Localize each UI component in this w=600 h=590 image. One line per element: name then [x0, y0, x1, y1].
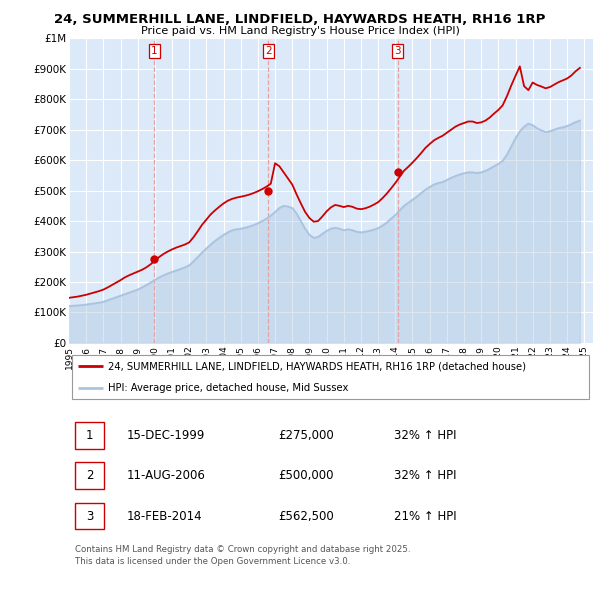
Text: Contains HM Land Registry data © Crown copyright and database right 2025.
This d: Contains HM Land Registry data © Crown c…	[75, 545, 411, 566]
Text: 2: 2	[86, 469, 94, 482]
Text: 24, SUMMERHILL LANE, LINDFIELD, HAYWARDS HEATH, RH16 1RP: 24, SUMMERHILL LANE, LINDFIELD, HAYWARDS…	[55, 13, 545, 26]
Text: £562,500: £562,500	[278, 510, 334, 523]
Text: 1: 1	[86, 429, 94, 442]
Text: Price paid vs. HM Land Registry's House Price Index (HPI): Price paid vs. HM Land Registry's House …	[140, 26, 460, 36]
Text: 11-AUG-2006: 11-AUG-2006	[127, 469, 205, 482]
Text: 2: 2	[265, 46, 272, 56]
Text: 18-FEB-2014: 18-FEB-2014	[127, 510, 202, 523]
Text: 1: 1	[151, 46, 157, 56]
Text: 3: 3	[86, 510, 94, 523]
FancyBboxPatch shape	[75, 422, 104, 449]
Text: £275,000: £275,000	[278, 429, 334, 442]
FancyBboxPatch shape	[75, 503, 104, 529]
Text: HPI: Average price, detached house, Mid Sussex: HPI: Average price, detached house, Mid …	[108, 383, 349, 393]
Text: 21% ↑ HPI: 21% ↑ HPI	[394, 510, 457, 523]
FancyBboxPatch shape	[71, 355, 589, 399]
FancyBboxPatch shape	[75, 463, 104, 489]
Text: 24, SUMMERHILL LANE, LINDFIELD, HAYWARDS HEATH, RH16 1RP (detached house): 24, SUMMERHILL LANE, LINDFIELD, HAYWARDS…	[108, 362, 526, 372]
Text: 3: 3	[394, 46, 401, 56]
Text: 32% ↑ HPI: 32% ↑ HPI	[394, 469, 456, 482]
Text: 32% ↑ HPI: 32% ↑ HPI	[394, 429, 456, 442]
Text: 15-DEC-1999: 15-DEC-1999	[127, 429, 205, 442]
Text: £500,000: £500,000	[278, 469, 334, 482]
